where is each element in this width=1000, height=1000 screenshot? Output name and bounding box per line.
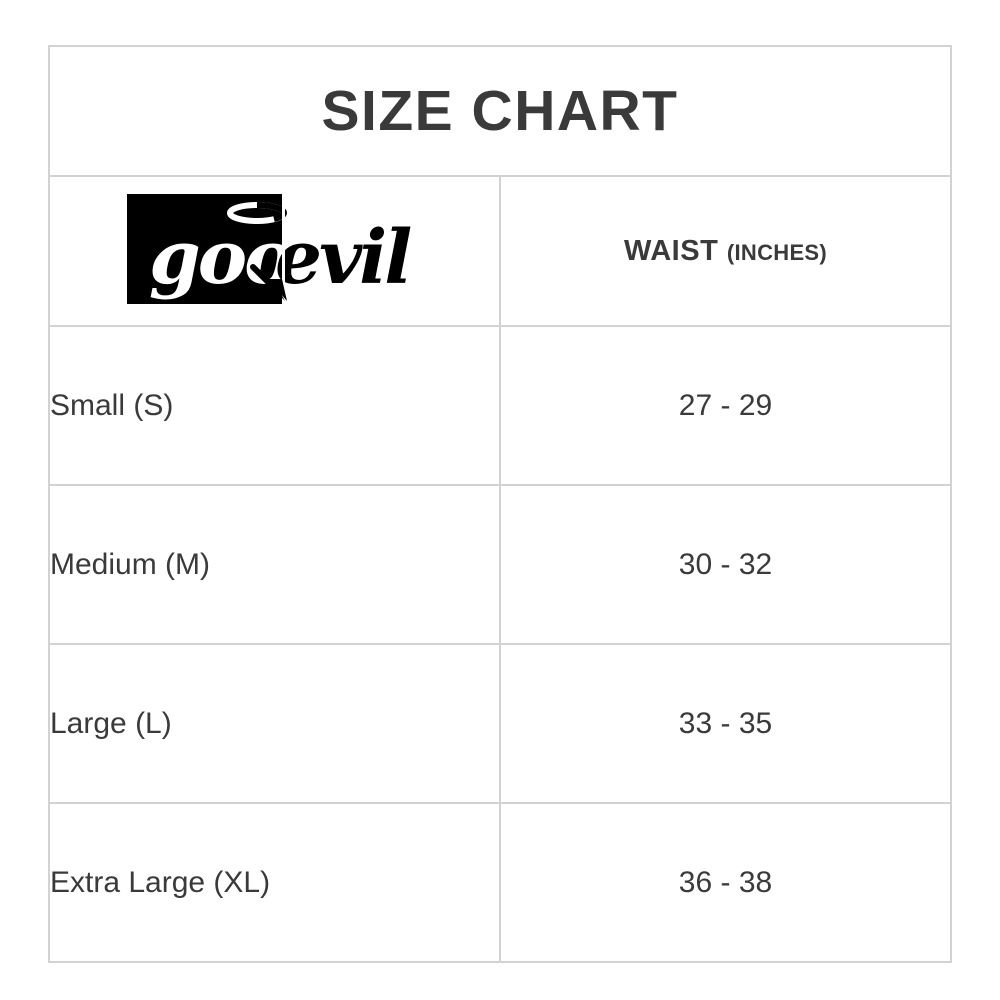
size-label-cell: Medium (M): [48, 484, 501, 645]
waist-value-cell: 27 - 29: [499, 325, 952, 486]
table-header-row: good evil: [48, 175, 952, 327]
table-row: Medium (M) 30 - 32: [48, 484, 952, 645]
size-label-cell: Small (S): [48, 325, 501, 486]
waist-column-header: WAIST (INCHES): [499, 175, 952, 327]
logo-black-block: [126, 194, 282, 304]
goodevil-logo: good evil: [125, 191, 425, 311]
waist-value-cell: 30 - 32: [499, 484, 952, 645]
title-row: SIZE CHART: [48, 45, 952, 177]
table-row: Small (S) 27 - 29: [48, 325, 952, 486]
waist-header-label: WAIST: [623, 234, 719, 267]
size-chart-table: SIZE CHART: [48, 45, 952, 963]
title-cell: SIZE CHART: [48, 45, 952, 177]
size-label-cell: Large (L): [48, 643, 501, 804]
logo-text-good: good: [149, 215, 341, 301]
logo-text-evil: evil: [275, 215, 411, 301]
size-label-cell: Extra Large (XL): [48, 802, 501, 963]
page-title: SIZE CHART: [321, 78, 679, 143]
waist-value-cell: 33 - 35: [499, 643, 952, 804]
waist-header-unit: (INCHES): [726, 239, 828, 265]
logo-split-edge: [281, 194, 285, 304]
goodevil-logo-svg: good evil: [126, 194, 414, 304]
brand-logo-cell: good evil: [48, 175, 501, 327]
table-row: Extra Large (XL) 36 - 38: [48, 802, 952, 963]
devil-tail-icon: [249, 264, 287, 301]
waist-value-cell: 36 - 38: [499, 802, 952, 963]
table-row: Large (L) 33 - 35: [48, 643, 952, 804]
